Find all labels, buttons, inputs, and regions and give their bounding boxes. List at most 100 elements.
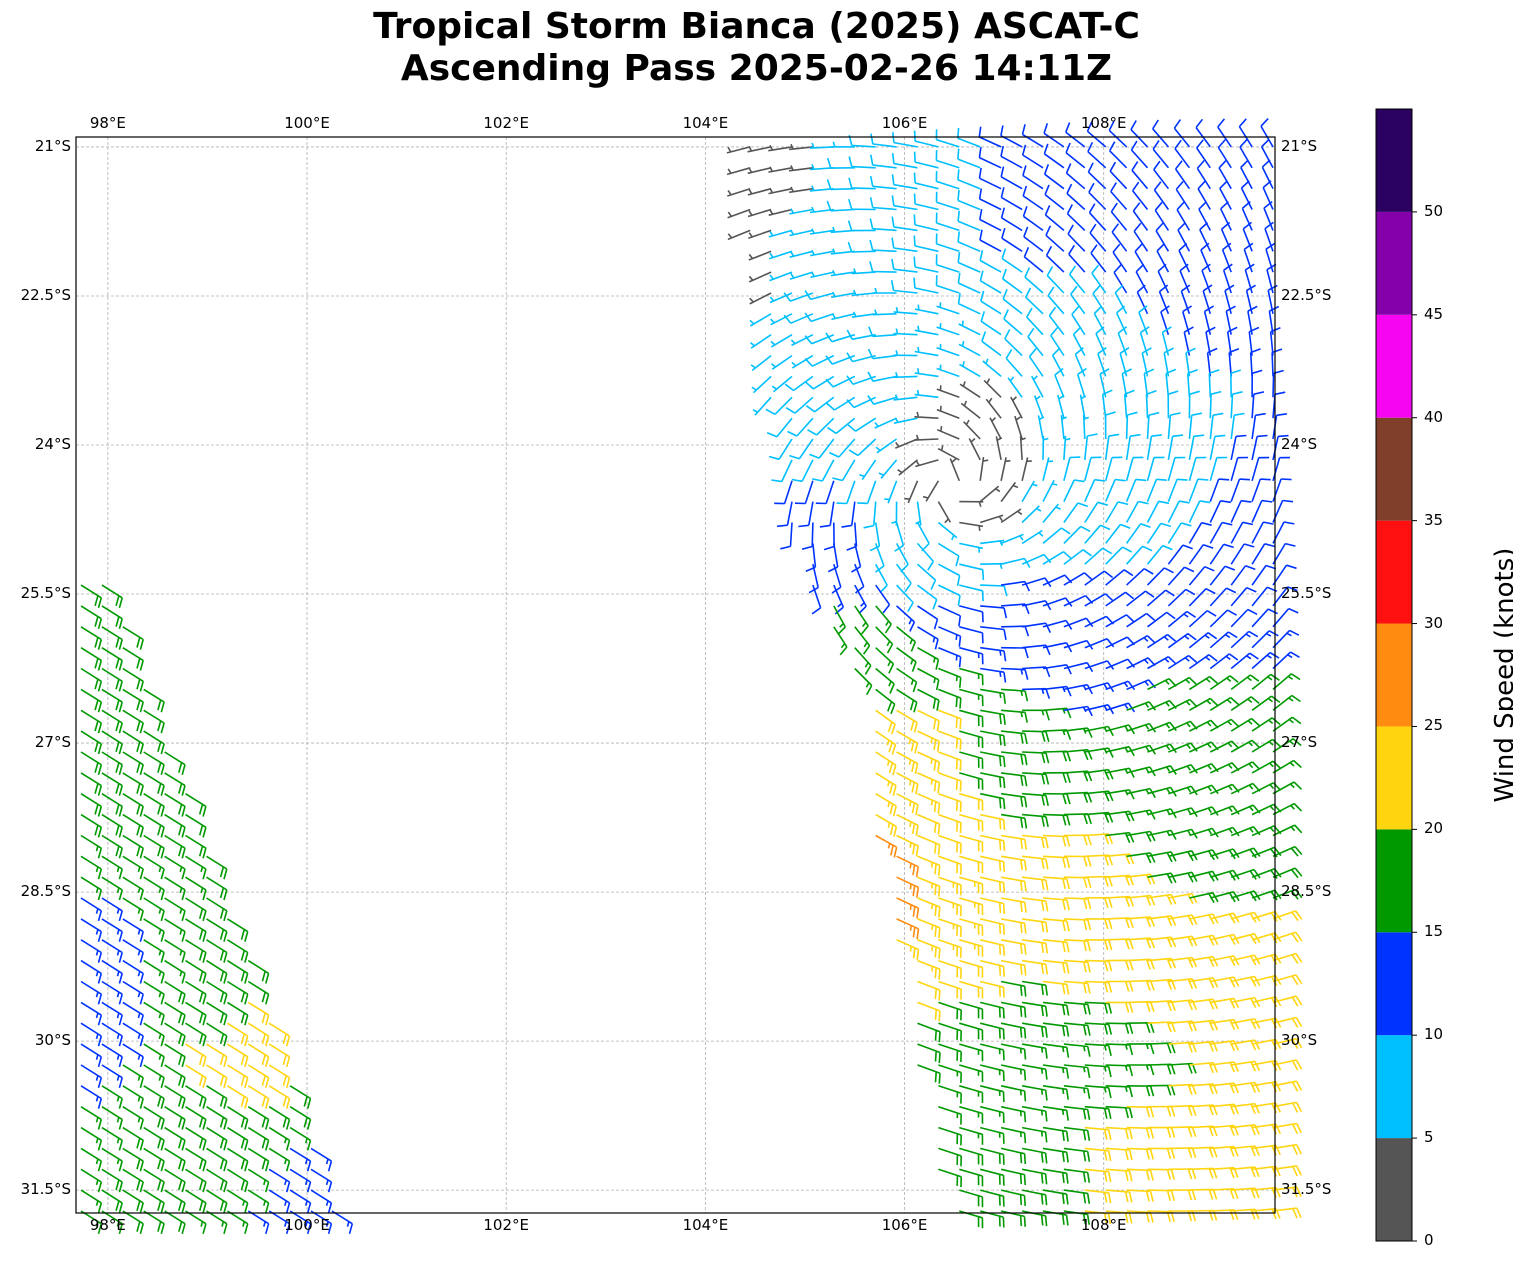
wind-barb [1165, 368, 1177, 398]
wind-barb [1188, 543, 1214, 565]
wind-barb [959, 563, 985, 581]
wind-barb [1209, 675, 1239, 691]
wind-barb [980, 897, 1006, 914]
wind-barb [917, 626, 939, 650]
wind-barb [1115, 305, 1128, 336]
wind-barb [859, 459, 877, 481]
wind-barb [1000, 1105, 1027, 1123]
wind-barb [854, 626, 871, 655]
wind-barb [770, 313, 793, 326]
wind-barb [1063, 479, 1085, 502]
wind-barb [787, 417, 814, 437]
wind-barb [1000, 1043, 1027, 1060]
wind-barb [854, 584, 867, 615]
wind-barb [1272, 781, 1303, 795]
wind-barb [164, 793, 186, 817]
wind-barb [857, 480, 877, 505]
wind-barb [815, 480, 835, 505]
wind-barb [917, 813, 941, 835]
wind-barb [1000, 187, 1023, 211]
wind-barb [1230, 761, 1261, 774]
wind-barb [1063, 918, 1092, 931]
wind-barb [1021, 144, 1044, 169]
wind-barb [1126, 1126, 1155, 1139]
wind-barb [1135, 263, 1149, 294]
wind-barb [963, 419, 981, 440]
wind-barb [1000, 1126, 1027, 1144]
wind-barb [1084, 501, 1109, 523]
wind-barb [957, 169, 981, 190]
wind-barb [841, 501, 856, 528]
wind-barb [1197, 180, 1211, 210]
wind-barb [164, 1001, 186, 1026]
wind-barb [1084, 1022, 1113, 1035]
wind-barb [185, 793, 207, 817]
wind-barb [1000, 918, 1027, 934]
wind-barb [1063, 1105, 1091, 1120]
wind-barb [949, 458, 961, 482]
wind-barb [827, 543, 839, 573]
wind-barb [1033, 395, 1044, 419]
wind-barb [164, 1168, 186, 1193]
wind-barb [206, 1043, 228, 1068]
wind-barb [1238, 118, 1253, 148]
wind-barb [748, 229, 772, 239]
lat-tick-label-right: 27°S [1281, 733, 1318, 752]
wind-barb [1063, 435, 1071, 460]
wind-barb [164, 772, 186, 796]
wind-barb [226, 1001, 249, 1026]
wind-barb [979, 229, 1002, 253]
wind-barb [891, 258, 918, 273]
wind-barb [1168, 892, 1198, 905]
wind-barb [1000, 855, 1027, 871]
lat-tick-label-left: 27°S [34, 733, 71, 752]
wind-barb [1105, 1105, 1133, 1119]
wind-barb [1126, 1168, 1154, 1181]
wind-barb [122, 751, 144, 776]
wind-barb [1209, 500, 1231, 523]
wind-barb [1196, 139, 1211, 169]
wind-barb [1021, 1126, 1048, 1143]
wind-barb [101, 980, 123, 1005]
wind-barb [1027, 327, 1044, 357]
wind-barb [80, 667, 103, 692]
wind-barb [1125, 478, 1147, 502]
wind-barb [80, 751, 103, 776]
wind-barb [1044, 205, 1065, 232]
wind-barb [794, 480, 814, 505]
wind-barb [1230, 739, 1261, 753]
wind-barb [789, 229, 814, 237]
wind-barb [1063, 1001, 1091, 1015]
wind-barb [980, 918, 1005, 935]
wind-barbs [80, 118, 1303, 1235]
wind-barb [1272, 1207, 1302, 1219]
wind-barb [1042, 939, 1070, 953]
wind-barb [1000, 207, 1023, 232]
wind-barb [1147, 915, 1177, 927]
wind-barb [1022, 730, 1050, 743]
wind-barb [1021, 959, 1049, 975]
wind-barb [980, 605, 1008, 619]
wind-barb [827, 417, 856, 435]
wind-barb [1189, 827, 1219, 838]
wind-barb [938, 667, 962, 688]
wind-barb [1145, 390, 1157, 419]
wind-barb [1063, 1147, 1091, 1162]
lat-tick-label-right: 24°S [1281, 434, 1318, 453]
wind-barb [1210, 976, 1240, 988]
wind-barb [164, 834, 186, 859]
title-line-2: Ascending Pass 2025-02-26 14:11Z [400, 48, 1113, 89]
wind-barb [809, 228, 834, 235]
wind-barb [1042, 1001, 1070, 1016]
wind-barb [1272, 651, 1300, 670]
wind-barb [268, 1106, 291, 1130]
wind-barb [1000, 772, 1028, 787]
wind-barb [980, 562, 1005, 570]
wind-barb [1021, 1147, 1048, 1164]
wind-barb [979, 250, 1002, 273]
wind-barb [206, 1168, 228, 1193]
wind-barb [789, 271, 814, 280]
wind-barb [1042, 1105, 1069, 1121]
wind-barb [164, 855, 186, 880]
